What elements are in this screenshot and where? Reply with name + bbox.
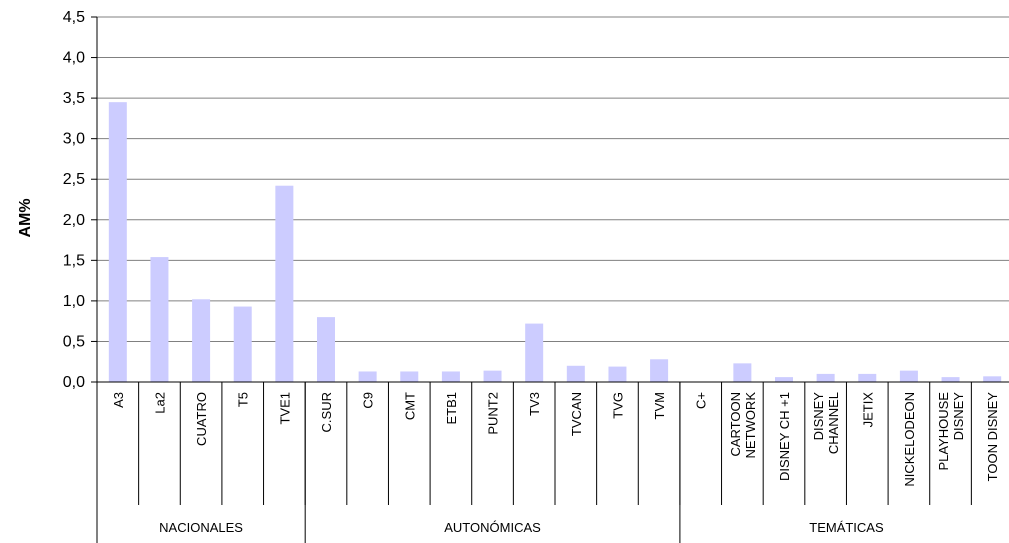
x-tick-label: DISNEY bbox=[811, 392, 826, 441]
y-tick-label: 4,0 bbox=[63, 50, 85, 67]
x-tick-label: TVG bbox=[610, 392, 625, 419]
bar bbox=[192, 299, 211, 382]
y-tick-labels: 0,0 0,5 1,0 1,5 2,0 2,5 3,0 3,5 4,0 4,5 bbox=[63, 9, 85, 391]
bar bbox=[941, 377, 960, 382]
y-tick-label: 2,0 bbox=[63, 212, 85, 229]
y-tick-label: 3,5 bbox=[63, 90, 85, 107]
bar bbox=[483, 370, 502, 382]
bar bbox=[233, 306, 252, 382]
group-labels: NACIONALES AUTONÓMICAS TEMÁTICAS bbox=[159, 520, 884, 535]
x-tick-label: NETWORK bbox=[743, 392, 758, 459]
x-tick-label: PUNT2 bbox=[486, 392, 501, 435]
x-tick-label: NICKELODEON bbox=[902, 392, 917, 487]
x-tick-label: TVM bbox=[652, 392, 667, 419]
x-tick-label: T5 bbox=[236, 392, 251, 407]
bar bbox=[858, 373, 877, 382]
y-tick-label: 2,5 bbox=[63, 171, 85, 188]
bar bbox=[108, 102, 127, 383]
axes bbox=[91, 16, 1009, 543]
x-tick-label: DISNEY CH +1 bbox=[777, 392, 792, 481]
x-tick-label: CARTOON bbox=[728, 392, 743, 457]
bar bbox=[983, 376, 1002, 382]
group-label: TEMÁTICAS bbox=[809, 520, 884, 535]
x-tick-label: DISNEY bbox=[951, 392, 966, 441]
bar bbox=[816, 373, 835, 382]
x-tick-label: TVCAN bbox=[569, 392, 584, 436]
x-tick-label: C.SUR bbox=[319, 392, 334, 432]
bar bbox=[317, 317, 335, 382]
bar bbox=[566, 365, 585, 382]
x-tick-label: TV3 bbox=[527, 392, 542, 416]
y-tick-label: 3,0 bbox=[63, 131, 85, 148]
y-tick-label: 0,0 bbox=[63, 374, 85, 391]
bar bbox=[525, 323, 544, 382]
bar bbox=[650, 359, 669, 382]
y-tick-label: 1,5 bbox=[63, 252, 85, 269]
bar bbox=[733, 363, 752, 382]
x-tick-label: JETIX bbox=[860, 392, 875, 428]
x-tick-label: C+ bbox=[694, 392, 709, 409]
x-tick-labels: A3 La2 CUATRO T5 TVE1 C.SUR C9 CMT ETB1 PUNT2 TV3 T… bbox=[111, 392, 1000, 487]
y-tick-label: 1,0 bbox=[63, 293, 85, 310]
x-tick-label: ETB1 bbox=[444, 392, 459, 425]
bar bbox=[899, 370, 918, 382]
x-tick-label: CMT bbox=[402, 392, 417, 420]
y-axis-label: AM% bbox=[17, 198, 34, 237]
y-tick-label: 4,5 bbox=[63, 9, 85, 26]
x-tick-label: CHANNEL bbox=[826, 392, 841, 454]
bar bbox=[775, 377, 793, 382]
bar bbox=[608, 366, 627, 382]
x-tick-label: TVE1 bbox=[277, 392, 292, 425]
bar bbox=[441, 371, 460, 382]
bar bbox=[358, 371, 377, 382]
x-tick-label: A3 bbox=[111, 392, 126, 408]
bars bbox=[108, 102, 1002, 383]
y-tick-label: 0,5 bbox=[63, 333, 85, 350]
bar bbox=[275, 185, 294, 382]
group-label: NACIONALES bbox=[159, 520, 243, 535]
bar bbox=[400, 371, 419, 382]
bar bbox=[150, 257, 169, 382]
x-tick-label: PLAYHOUSE bbox=[936, 392, 951, 471]
x-tick-label: CUATRO bbox=[194, 392, 209, 446]
x-tick-label: La2 bbox=[152, 392, 167, 414]
gridlines bbox=[97, 16, 1009, 342]
x-tick-label: C9 bbox=[361, 392, 376, 409]
group-label: AUTONÓMICAS bbox=[444, 520, 541, 535]
x-tick-label: TOON DISNEY bbox=[985, 392, 1000, 482]
